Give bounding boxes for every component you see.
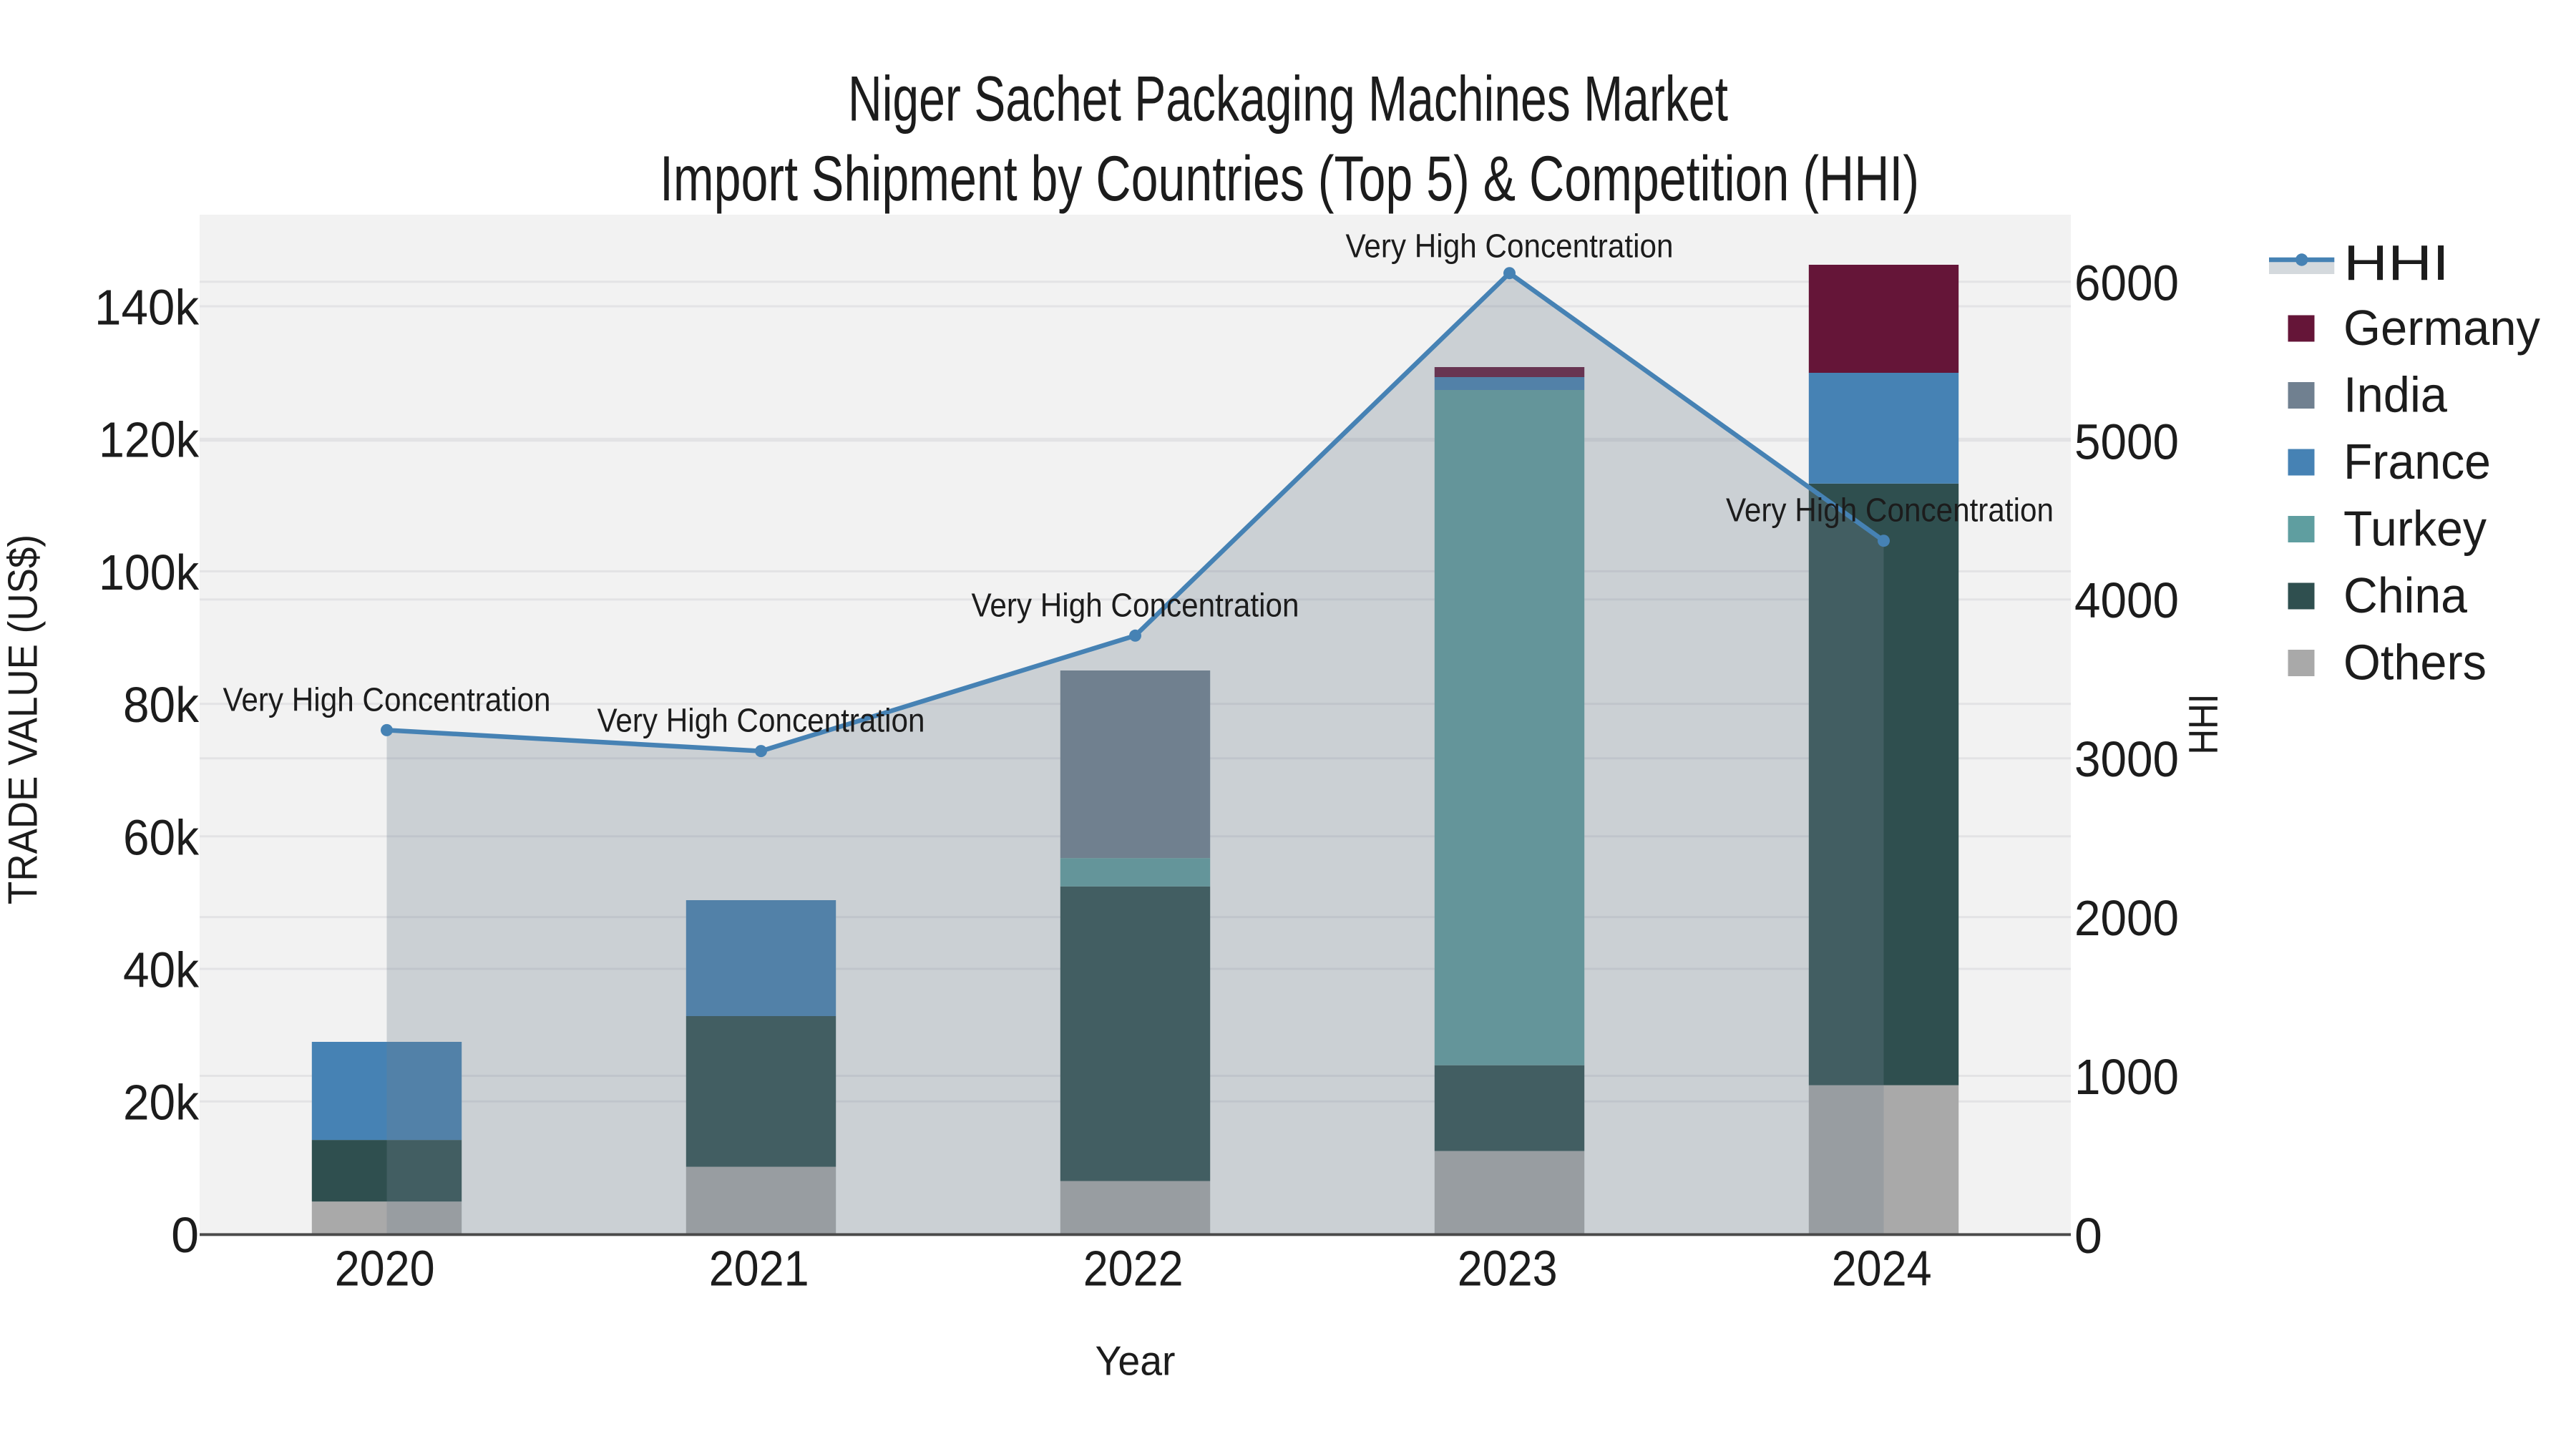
svg-text:Niger Sachet Packaging Machine: Niger Sachet Packaging Machines Market [848, 63, 1728, 135]
svg-text:60k: 60k [123, 809, 200, 865]
svg-text:0: 0 [2074, 1208, 2102, 1264]
svg-text:4000: 4000 [2074, 572, 2179, 628]
svg-text:140k: 140k [94, 280, 200, 336]
svg-text:Very High Concentration: Very High Concentration [972, 586, 1299, 623]
svg-text:HHI: HHI [2181, 694, 2227, 755]
svg-text:40k: 40k [123, 942, 200, 998]
svg-text:Very High Concentration: Very High Concentration [1726, 492, 2054, 529]
svg-text:France: France [2343, 434, 2491, 489]
svg-text:2021: 2021 [709, 1241, 809, 1297]
svg-text:5000: 5000 [2074, 414, 2179, 469]
svg-text:Germany: Germany [2343, 300, 2540, 356]
svg-text:0: 0 [171, 1207, 199, 1263]
svg-text:20k: 20k [123, 1075, 200, 1131]
svg-text:2000: 2000 [2074, 890, 2179, 946]
svg-text:100k: 100k [99, 545, 200, 600]
svg-text:3000: 3000 [2074, 731, 2179, 787]
svg-text:Very High Concentration: Very High Concentration [223, 680, 551, 718]
svg-text:Very High Concentration: Very High Concentration [597, 702, 925, 739]
svg-text:HHI: HHI [2343, 235, 2449, 291]
svg-text:120k: 120k [99, 412, 200, 468]
svg-text:China: China [2343, 567, 2467, 623]
svg-text:2024: 2024 [1832, 1241, 1932, 1297]
svg-text:Turkey: Turkey [2343, 501, 2487, 557]
svg-text:Year: Year [1096, 1339, 1176, 1385]
svg-text:80k: 80k [123, 677, 200, 733]
svg-text:1000: 1000 [2074, 1049, 2179, 1105]
svg-text:2022: 2022 [1083, 1241, 1184, 1297]
svg-text:Import Shipment by Countries (: Import Shipment by Countries (Top 5) & C… [660, 142, 1919, 214]
svg-text:6000: 6000 [2074, 255, 2179, 311]
svg-text:Very High Concentration: Very High Concentration [1346, 228, 1674, 265]
svg-text:India: India [2343, 367, 2447, 423]
svg-text:Others: Others [2343, 635, 2487, 691]
svg-text:TRADE VALUE (US$): TRADE VALUE (US$) [1, 535, 47, 904]
svg-text:2023: 2023 [1458, 1241, 1558, 1297]
svg-text:2020: 2020 [335, 1241, 435, 1297]
